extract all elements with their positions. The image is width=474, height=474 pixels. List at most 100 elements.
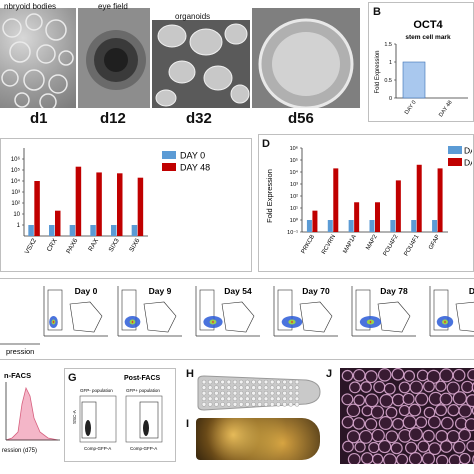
oct4-bar — [402, 61, 426, 99]
caption-eye-field: eye field — [98, 2, 128, 11]
plate-well — [214, 379, 219, 385]
panel-d-letter: D — [262, 138, 270, 150]
panel-d-bar — [437, 168, 443, 232]
panel-c-category-label: CRX — [46, 237, 59, 253]
plate-well — [251, 379, 256, 385]
plate-well — [239, 402, 244, 407]
immunostain-photo — [340, 368, 474, 464]
gfp-pos-gate — [139, 401, 159, 439]
oct4-category-label: DAY 0 — [404, 100, 418, 116]
plate-well — [232, 396, 238, 401]
plate-well — [251, 391, 256, 396]
plate-well — [282, 396, 287, 401]
panel-d-ytick-label: 10⁰ — [290, 217, 299, 224]
plate-well — [245, 402, 250, 407]
panel-f-xlabel: ression (d75) — [2, 448, 37, 454]
plate-well — [220, 385, 225, 390]
plate-well — [239, 379, 244, 385]
histogram-fill — [5, 386, 59, 441]
panel-d-bar — [348, 220, 354, 232]
plate-well — [201, 391, 207, 396]
panel-c-ytick-label: 1 — [17, 223, 21, 229]
panel-c-bar — [55, 210, 61, 236]
panel-c-bar — [28, 225, 34, 236]
panel-c-category-label: VSX2 — [24, 237, 39, 255]
plate-well — [201, 402, 207, 407]
panel-g-plots: Post-FACS GFP- population GFP+ populatio… — [72, 375, 163, 451]
plate-well — [207, 385, 213, 390]
flow-gate-left — [433, 289, 449, 331]
panel-c-bar — [75, 166, 82, 236]
flow-plot: D — [429, 286, 474, 337]
panel-d-ytick-label: 10¹ — [290, 206, 298, 212]
expression-caption: pression — [6, 347, 34, 356]
day-label-d1: d1 — [30, 110, 48, 127]
panel-d-ytick-label: 10³ — [290, 182, 298, 188]
organoids-photo — [152, 20, 250, 108]
oct4-chart: OCT4 stem cell mark Fold Expression 0 0.5… — [375, 19, 468, 118]
panel-c-bar — [131, 225, 138, 236]
legend-label-day48: DAY 48 — [180, 163, 210, 173]
flow-plot-title: Day 78 — [380, 286, 408, 296]
plate-well — [294, 391, 300, 396]
plate-well — [220, 379, 225, 385]
plate-well — [251, 385, 256, 390]
plate-well — [201, 379, 207, 385]
gfp-neg-gate — [81, 401, 97, 439]
gfp-pos-label: GFP+ population — [126, 388, 160, 393]
panel-c-category-label: RAX — [87, 237, 100, 253]
panel-b-letter: B — [373, 6, 381, 18]
legend-label-d-day48: DA — [464, 158, 472, 168]
plate-well — [269, 391, 275, 396]
panel-d-bar — [327, 220, 333, 232]
flow-gate-left — [121, 289, 137, 331]
panel-d-bar — [416, 164, 422, 232]
flow-gate-right — [221, 301, 255, 333]
culture-plate-photo — [197, 375, 321, 411]
plate-well — [288, 379, 294, 385]
plate-well — [257, 396, 262, 401]
panel-c-bar — [49, 225, 55, 236]
plate-well — [263, 385, 269, 390]
plate-well — [226, 379, 231, 385]
flow-strip: pression Day 0 Day 9 Day 54 Day 70 Day 78 D — [0, 286, 474, 356]
plate-well — [288, 385, 294, 390]
panel-c-ytick-label: 10⁴ — [11, 178, 21, 185]
organoid-d56-photo — [252, 8, 360, 108]
plate-well — [263, 391, 269, 396]
plate-well — [226, 385, 231, 390]
panel-f-title: n-FACS — [4, 371, 31, 380]
flow-gate-left — [199, 289, 215, 331]
oct4-title: OCT4 — [413, 19, 443, 31]
panel-f-histogram: n-FACS ression (d75) — [2, 371, 60, 454]
plate-well — [257, 379, 262, 385]
panel-c-category-label: SIX3 — [108, 237, 121, 253]
plate-well — [288, 391, 294, 396]
panel-d-bar — [312, 210, 318, 232]
gfp-neg-label: GFP- population — [80, 388, 113, 393]
flow-plot: Day 78 — [351, 286, 416, 337]
plate-well — [245, 391, 250, 396]
flow-plot-title: Day 70 — [302, 286, 330, 296]
plate-well — [251, 402, 256, 407]
panel-c-category-label: PAX6 — [65, 237, 79, 255]
plate-well — [251, 396, 256, 401]
flow-gate-right — [455, 301, 474, 332]
plate-well — [245, 396, 250, 401]
panel-c-bar — [137, 177, 144, 236]
eye-field-photo — [78, 8, 150, 108]
legend-swatch-d-day48 — [448, 158, 462, 166]
plate-well — [232, 379, 238, 385]
plate-well — [294, 396, 300, 401]
panel-c-ytick-label: 10⁵ — [11, 167, 21, 174]
flow-plot: Day 0 — [43, 286, 108, 337]
flow-gate-left — [47, 289, 63, 331]
embryoid-bodies-photo — [0, 8, 76, 108]
plate-well — [269, 385, 275, 390]
plate-well — [294, 385, 300, 390]
panel-d-bar — [306, 220, 312, 232]
gfp-pos-xaxis: Comp-GFP-A — [130, 446, 157, 451]
plate-well — [294, 402, 300, 407]
panel-c-ytick-label: 10 — [13, 212, 20, 218]
plate-well — [214, 391, 219, 396]
